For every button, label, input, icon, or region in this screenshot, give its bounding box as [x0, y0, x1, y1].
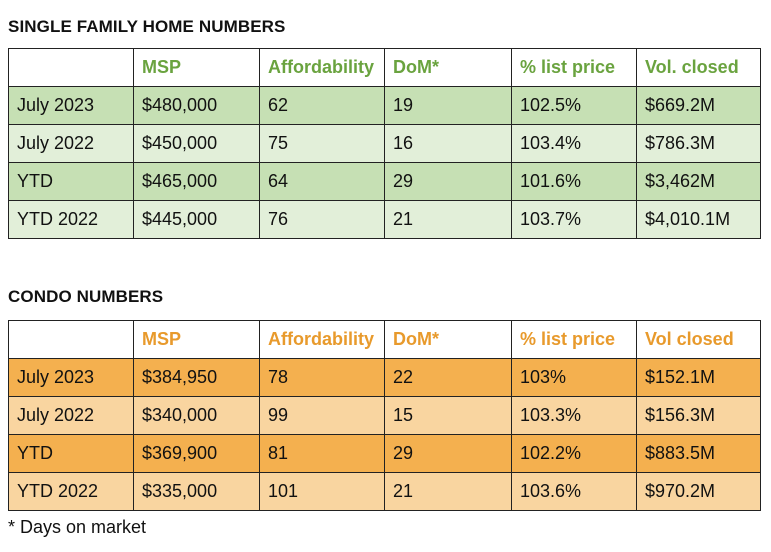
- table-cell: 76: [259, 200, 385, 239]
- table-cell: $369,900: [133, 434, 260, 473]
- table-cell: $335,000: [133, 472, 260, 511]
- table-row: YTD 2022 $445,000 76 21 103.7% $4,010.1M: [8, 200, 761, 239]
- header-cell: MSP: [133, 48, 260, 87]
- table-cell: 103.3%: [511, 396, 637, 435]
- table-cell: $152.1M: [636, 358, 761, 397]
- table-cell: 103.6%: [511, 472, 637, 511]
- table-row: July 2023 $480,000 62 19 102.5% $669.2M: [8, 86, 761, 125]
- table-cell: $384,950: [133, 358, 260, 397]
- header-cell: Vol closed: [636, 320, 761, 359]
- table-cell: 75: [259, 124, 385, 163]
- single-family-table: MSP Affordability DoM* % list price Vol.…: [8, 48, 761, 239]
- table-row: YTD $465,000 64 29 101.6% $3,462M: [8, 162, 761, 201]
- header-cell: Affordability: [259, 48, 385, 87]
- header-cell: % list price: [511, 320, 637, 359]
- row-label: July 2023: [8, 358, 134, 397]
- table-cell: 21: [384, 200, 512, 239]
- table-cell: $450,000: [133, 124, 260, 163]
- table-header-row: MSP Affordability DoM* % list price Vol.…: [8, 48, 761, 87]
- table-header-row: MSP Affordability DoM* % list price Vol …: [8, 320, 761, 359]
- header-cell: DoM*: [384, 320, 512, 359]
- table-cell: $4,010.1M: [636, 200, 761, 239]
- table-cell: 16: [384, 124, 512, 163]
- table-cell: 64: [259, 162, 385, 201]
- condo-table: MSP Affordability DoM* % list price Vol …: [8, 320, 761, 511]
- table-cell: $970.2M: [636, 472, 761, 511]
- table-cell: 101: [259, 472, 385, 511]
- single-family-title: SINGLE FAMILY HOME NUMBERS: [8, 17, 286, 36]
- table-cell: $340,000: [133, 396, 260, 435]
- footnote: * Days on market: [8, 517, 147, 537]
- row-label: YTD: [8, 162, 134, 201]
- row-label: July 2023: [8, 86, 134, 125]
- table-cell: 22: [384, 358, 512, 397]
- table-row: July 2022 $340,000 99 15 103.3% $156.3M: [8, 396, 761, 435]
- table-cell: 15: [384, 396, 512, 435]
- table-cell: 29: [384, 162, 512, 201]
- table-row: YTD 2022 $335,000 101 21 103.6% $970.2M: [8, 472, 761, 511]
- header-cell: % list price: [511, 48, 637, 87]
- header-cell: Affordability: [259, 320, 385, 359]
- header-cell: MSP: [133, 320, 260, 359]
- table-cell: $786.3M: [636, 124, 761, 163]
- row-label: July 2022: [8, 396, 134, 435]
- table-cell: $669.2M: [636, 86, 761, 125]
- header-cell: DoM*: [384, 48, 512, 87]
- row-label: YTD 2022: [8, 472, 134, 511]
- condo-title: CONDO NUMBERS: [8, 287, 164, 306]
- table-cell: 102.2%: [511, 434, 637, 473]
- table-cell: $3,462M: [636, 162, 761, 201]
- table-row: YTD $369,900 81 29 102.2% $883.5M: [8, 434, 761, 473]
- header-cell: [8, 320, 134, 359]
- row-label: YTD: [8, 434, 134, 473]
- table-cell: 101.6%: [511, 162, 637, 201]
- header-cell: [8, 48, 134, 87]
- table-cell: $445,000: [133, 200, 260, 239]
- table-row: July 2023 $384,950 78 22 103% $152.1M: [8, 358, 761, 397]
- header-cell: Vol. closed: [636, 48, 761, 87]
- table-cell: $156.3M: [636, 396, 761, 435]
- table-cell: 19: [384, 86, 512, 125]
- table-cell: 62: [259, 86, 385, 125]
- table-cell: 21: [384, 472, 512, 511]
- row-label: July 2022: [8, 124, 134, 163]
- table-cell: 81: [259, 434, 385, 473]
- table-cell: $465,000: [133, 162, 260, 201]
- table-cell: $480,000: [133, 86, 260, 125]
- table-cell: 102.5%: [511, 86, 637, 125]
- table-cell: 29: [384, 434, 512, 473]
- row-label: YTD 2022: [8, 200, 134, 239]
- table-cell: 103%: [511, 358, 637, 397]
- table-cell: 103.4%: [511, 124, 637, 163]
- table-cell: 103.7%: [511, 200, 637, 239]
- table-cell: 99: [259, 396, 385, 435]
- table-cell: 78: [259, 358, 385, 397]
- table-cell: $883.5M: [636, 434, 761, 473]
- table-row: July 2022 $450,000 75 16 103.4% $786.3M: [8, 124, 761, 163]
